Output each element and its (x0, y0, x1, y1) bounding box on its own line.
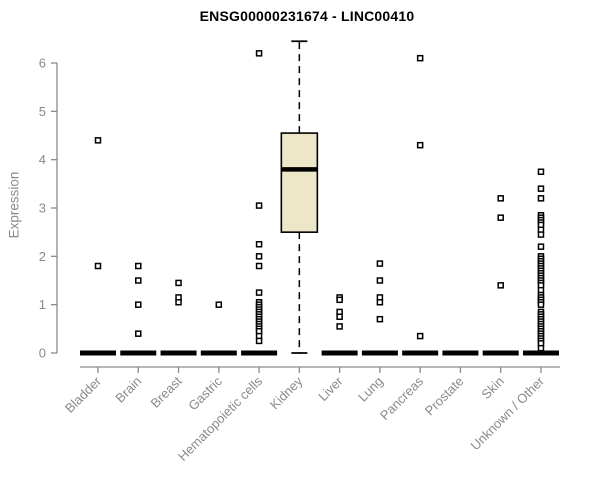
x-tick-label: Bladder (62, 373, 105, 416)
outlier-point (497, 282, 504, 289)
outlier-point (175, 279, 182, 287)
outlier-point (497, 195, 504, 202)
collapsed-box (361, 350, 398, 356)
outlier-point (537, 301, 545, 308)
y-tick-label: 4 (39, 152, 46, 167)
x-tick-label: Pancreas (377, 373, 427, 423)
outlier-point (255, 289, 263, 296)
outlier-point (416, 141, 424, 149)
outlier-point (537, 168, 545, 176)
outlier-point (255, 337, 263, 345)
boxplot-kidney (280, 40, 319, 354)
boxplot-gastric (200, 301, 237, 356)
outlier-point (336, 323, 343, 330)
outlier-point (215, 301, 223, 308)
outlier-point (376, 315, 384, 323)
x-tick-label: Prostate (422, 374, 467, 419)
y-tick-label: 0 (39, 346, 46, 361)
outlier-point (255, 202, 263, 209)
outlier-point (537, 185, 545, 192)
x-tick-label: Skin (478, 374, 506, 402)
y-axis: 0 1 2 3 4 5 6 (39, 56, 58, 361)
outlier-point (135, 330, 142, 337)
x-tick-label: Liver (315, 373, 346, 404)
boxplot-brain (120, 262, 157, 356)
x-tick-label: Breast (147, 373, 184, 410)
outlier-point (175, 299, 182, 306)
boxplot-pancreas (402, 54, 439, 356)
collapsed-box (80, 350, 116, 356)
boxplot-liver (321, 294, 358, 356)
collapsed-box (241, 350, 278, 356)
outlier-point (376, 299, 384, 306)
boxplot-hematopoietic-cells (241, 50, 278, 356)
outlier-point (537, 195, 545, 202)
outlier-point (135, 277, 142, 284)
collapsed-box (482, 350, 519, 356)
y-tick-label: 1 (39, 297, 46, 312)
collapsed-box (402, 350, 439, 356)
collapsed-box (200, 350, 237, 356)
outlier-point (497, 214, 504, 221)
outlier-point (255, 241, 263, 248)
y-tick-label: 5 (39, 104, 46, 119)
outlier-point (94, 137, 102, 144)
collapsed-box (522, 350, 559, 356)
outlier-point (537, 344, 545, 352)
collapsed-box (442, 350, 479, 356)
x-tick-label: Gastric (185, 373, 225, 413)
x-tick-label: Lung (355, 374, 386, 405)
outlier-point (336, 313, 343, 321)
y-tick-label: 2 (39, 249, 46, 264)
outlier-point (537, 231, 545, 238)
y-tick-label: 6 (39, 56, 46, 71)
chart-title: ENSG00000231674 - LINC00410 (199, 8, 415, 24)
boxplot-unknown-other (522, 168, 559, 356)
boxplot-skin (482, 195, 519, 356)
outlier-point (135, 301, 142, 308)
x-tick-label: Kidney (267, 373, 306, 412)
x-tick-label: Unknown / Other (468, 373, 548, 453)
boxplot-breast (160, 279, 197, 356)
outlier-point (336, 296, 343, 304)
box (280, 132, 319, 233)
y-tick-label: 3 (39, 201, 46, 216)
outlier-point (255, 262, 263, 270)
outlier-point (537, 243, 545, 250)
outlier-point (416, 54, 424, 62)
outlier-point (376, 260, 384, 267)
collapsed-box (160, 350, 197, 356)
outlier-point (255, 50, 263, 57)
outlier-point (135, 262, 142, 270)
outlier-point (255, 253, 263, 260)
outlier-point (376, 277, 384, 284)
boxplot-bladder (80, 137, 116, 356)
collapsed-box (120, 350, 157, 356)
collapsed-box (321, 350, 358, 356)
boxplot-lung (361, 260, 398, 356)
x-tick-label: Brain (112, 374, 144, 406)
boxplot-prostate (442, 350, 479, 356)
outlier-point (416, 332, 424, 340)
outlier-point (94, 262, 102, 270)
